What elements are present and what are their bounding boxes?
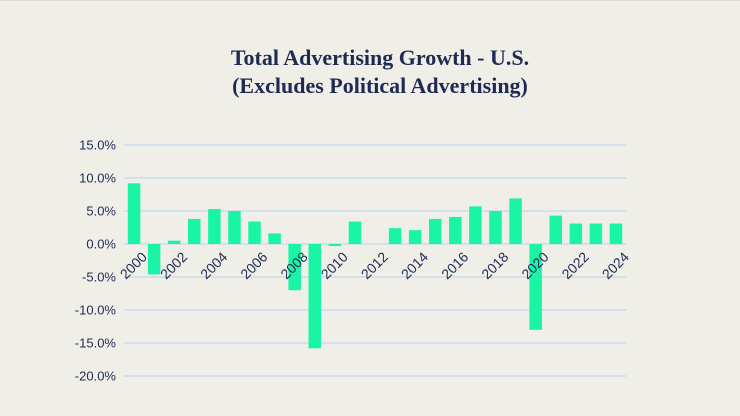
bar-2006 xyxy=(248,221,261,244)
chart-title-block: Total Advertising Growth - U.S. (Exclude… xyxy=(0,44,740,100)
bar-2014 xyxy=(408,230,422,244)
y-tick-label: -15.0% xyxy=(75,336,117,351)
bar-2019 xyxy=(509,198,522,244)
y-tick-label: 0.0% xyxy=(86,237,116,252)
y-tick-label: 5.0% xyxy=(86,204,116,219)
bar-2018 xyxy=(489,211,502,244)
bar-2009 xyxy=(308,244,322,349)
y-tick-label: -10.0% xyxy=(75,303,117,318)
bar-2007 xyxy=(268,233,281,244)
bar-2016 xyxy=(449,216,462,244)
bar-2000 xyxy=(127,183,141,244)
bar-2011 xyxy=(348,221,362,244)
bar-2017 xyxy=(469,206,482,244)
bar-2023 xyxy=(589,223,603,244)
bar-2021 xyxy=(549,215,562,244)
bar-2022 xyxy=(569,223,583,244)
y-tick-label: 10.0% xyxy=(79,171,116,186)
bar-2010 xyxy=(328,244,342,246)
chart-subtitle: (Excludes Political Advertising) xyxy=(232,73,528,98)
bar-2005 xyxy=(228,211,241,244)
bar-2008 xyxy=(288,244,301,291)
bar-2001 xyxy=(147,244,161,275)
top-border xyxy=(0,0,740,1)
bar-2013 xyxy=(388,228,402,244)
bar-2004 xyxy=(208,209,221,244)
y-tick-label: 15.0% xyxy=(79,138,116,153)
bar-2024 xyxy=(609,223,623,244)
y-tick-label: -5.0% xyxy=(82,270,116,285)
y-tick-label: -20.0% xyxy=(75,369,117,384)
bar-2020 xyxy=(529,244,542,330)
bar-2003 xyxy=(188,218,201,244)
bar-2015 xyxy=(428,218,442,244)
chart-title: Total Advertising Growth - U.S. xyxy=(230,45,530,70)
bar-2002 xyxy=(167,240,181,244)
